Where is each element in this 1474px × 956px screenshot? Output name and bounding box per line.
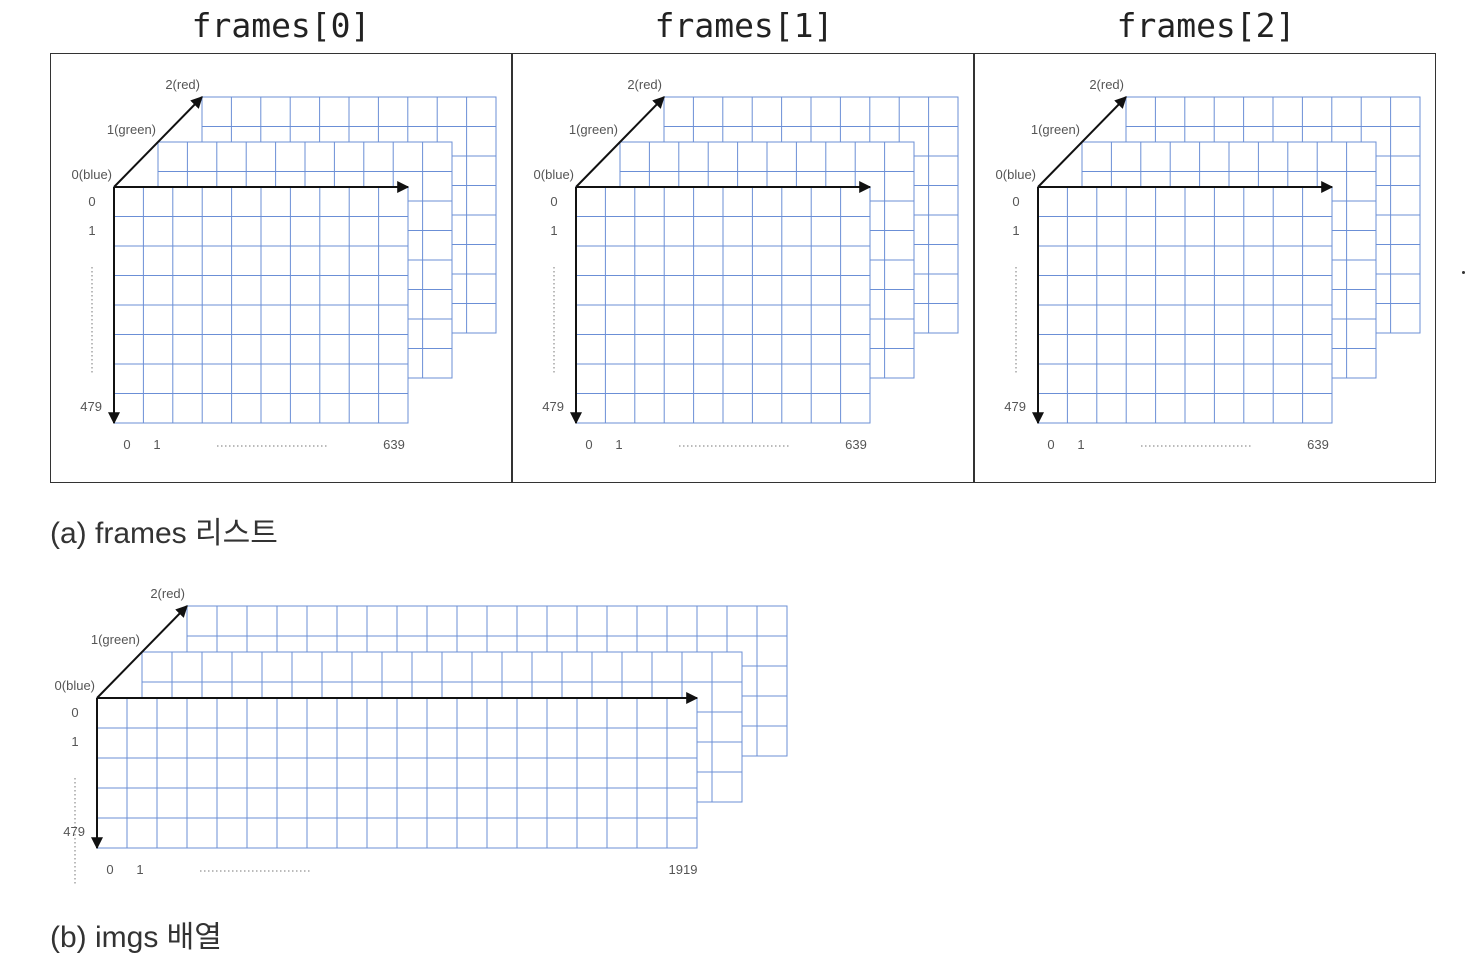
channel-0-grid — [1037, 186, 1333, 424]
channel-axis-arrow — [1037, 96, 1127, 188]
col-label-second: 1 — [153, 437, 160, 452]
channel-label-blue: 0(blue) — [996, 167, 1036, 182]
channel-axis-arrow — [113, 96, 203, 188]
row-label-last: 479 — [1004, 399, 1026, 414]
channel-label-red: 2(red) — [165, 77, 200, 92]
caption-b: (b) imgs 배열 — [50, 921, 222, 954]
stray-dot — [1462, 271, 1465, 274]
frame-1-box — [512, 53, 974, 483]
row-label-last: 479 — [63, 824, 85, 839]
row-label-last: 479 — [80, 399, 102, 414]
col-label-first: 0 — [123, 437, 130, 452]
channel-label-blue: 0(blue) — [534, 167, 574, 182]
col-label-first: 0 — [106, 862, 113, 877]
row-label-second: 1 — [550, 223, 557, 238]
imgs-diagram: 0(blue) 1(green) 2(red) 0 1 479 0 1 1919 — [55, 586, 788, 886]
frame-2-diagram: 0(blue) 1(green) 2(red) 0 1 479 0 1 639 — [996, 77, 1421, 452]
channel-label-red: 2(red) — [627, 77, 662, 92]
channel-label-blue: 0(blue) — [72, 167, 112, 182]
col-label-last: 639 — [1307, 437, 1329, 452]
frame-1-title: frames[1] — [654, 6, 834, 45]
frame-0-title: frames[0] — [191, 6, 371, 45]
channel-label-blue: 0(blue) — [55, 678, 95, 693]
col-label-first: 0 — [585, 437, 592, 452]
channel-label-red: 2(red) — [150, 586, 185, 601]
col-label-second: 1 — [136, 862, 143, 877]
row-label-second: 1 — [71, 734, 78, 749]
col-label-second: 1 — [615, 437, 622, 452]
channel-0-grid — [113, 186, 409, 424]
row-label-first: 0 — [88, 194, 95, 209]
channel-axis-arrow — [575, 96, 665, 188]
col-label-second: 1 — [1077, 437, 1084, 452]
channel-label-green: 1(green) — [91, 632, 140, 647]
frame-0-box — [50, 53, 512, 483]
row-label-second: 1 — [88, 223, 95, 238]
col-label-last: 639 — [845, 437, 867, 452]
frame-1-diagram: 0(blue) 1(green) 2(red) 0 1 479 0 1 639 — [534, 77, 959, 452]
frame-0-diagram: 0(blue) 1(green) 2(red) 0 1 479 0 1 639 — [72, 77, 497, 452]
channel-label-green: 1(green) — [107, 122, 156, 137]
channel-label-green: 1(green) — [569, 122, 618, 137]
channel-label-green: 1(green) — [1031, 122, 1080, 137]
row-label-last: 479 — [542, 399, 564, 414]
row-label-first: 0 — [550, 194, 557, 209]
channel-axis-arrow — [96, 605, 188, 699]
channel-label-red: 2(red) — [1089, 77, 1124, 92]
row-label-first: 0 — [71, 705, 78, 720]
col-label-first: 0 — [1047, 437, 1054, 452]
row-label-first: 0 — [1012, 194, 1019, 209]
frame-2-box — [974, 53, 1436, 483]
row-label-second: 1 — [1012, 223, 1019, 238]
col-label-last: 639 — [383, 437, 405, 452]
channel-0-grid — [96, 697, 698, 849]
caption-a: (a) frames 리스트 — [50, 517, 278, 550]
frame-2-title: frames[2] — [1116, 6, 1296, 45]
col-label-last: 1919 — [669, 862, 698, 877]
channel-0-grid — [575, 186, 871, 424]
